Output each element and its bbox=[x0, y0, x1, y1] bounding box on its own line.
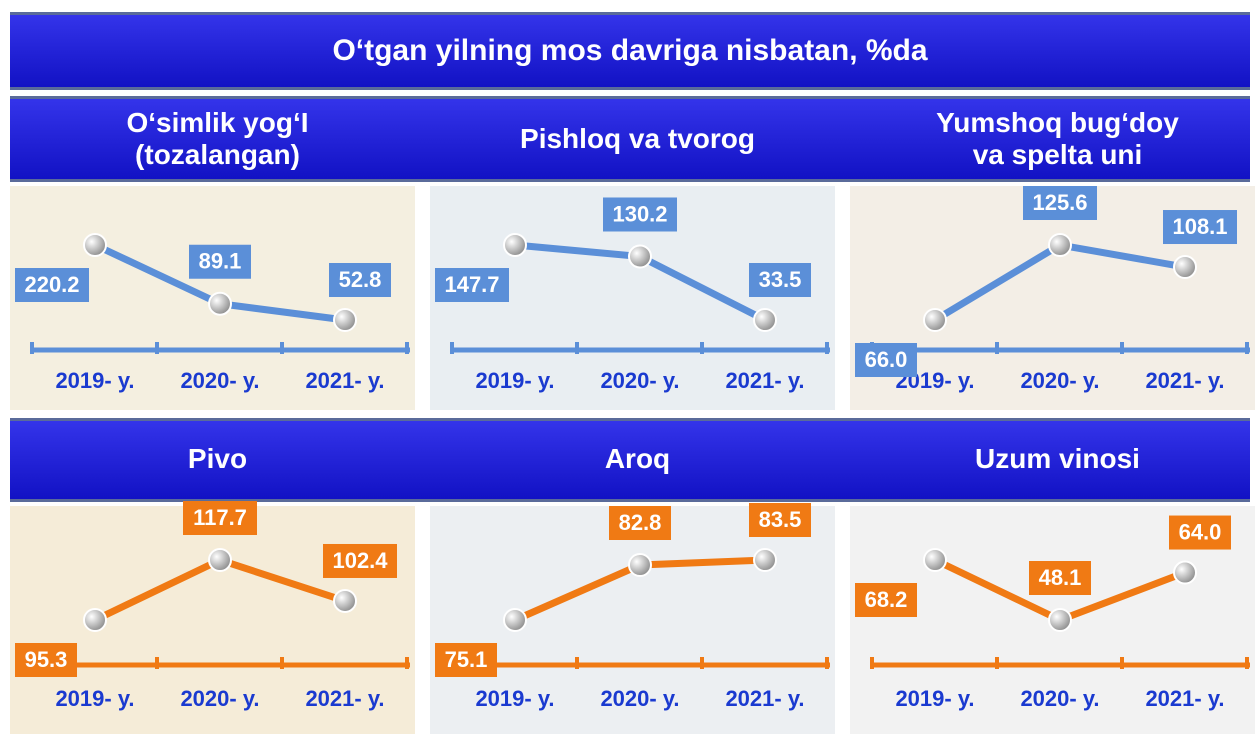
data-point bbox=[334, 309, 356, 331]
chart-title: O‘simlik yog‘I (tozalangan) bbox=[98, 99, 338, 179]
x-tick-label: 2019- y. bbox=[55, 686, 134, 711]
value-label: 117.7 bbox=[193, 505, 247, 530]
x-tick-label: 2020- y. bbox=[180, 368, 259, 393]
chart-title: Aroq bbox=[488, 420, 788, 498]
x-tick-label: 2021- y. bbox=[305, 368, 384, 393]
data-point bbox=[84, 609, 106, 631]
data-point bbox=[504, 234, 526, 256]
chart-title: Yumshoq bug‘doy va spelta uni bbox=[918, 99, 1198, 179]
x-tick-label: 2020- y. bbox=[600, 368, 679, 393]
chart-title: Pivo bbox=[68, 420, 368, 498]
value-label: 147.7 bbox=[444, 272, 499, 297]
x-tick-label: 2021- y. bbox=[1145, 368, 1224, 393]
data-point bbox=[924, 309, 946, 331]
data-point bbox=[629, 554, 651, 576]
value-label: 130.2 bbox=[612, 201, 667, 226]
data-point bbox=[504, 609, 526, 631]
data-point bbox=[754, 309, 776, 331]
value-label: 95.3 bbox=[25, 647, 68, 672]
data-point bbox=[334, 590, 356, 612]
value-label: 64.0 bbox=[1179, 519, 1222, 544]
value-label: 102.4 bbox=[332, 548, 388, 573]
value-label: 89.1 bbox=[199, 249, 242, 274]
value-label: 82.8 bbox=[619, 510, 662, 535]
value-label: 108.1 bbox=[1172, 214, 1227, 239]
x-tick-label: 2019- y. bbox=[475, 368, 554, 393]
data-point bbox=[924, 549, 946, 571]
x-tick-label: 2021- y. bbox=[725, 368, 804, 393]
value-label: 48.1 bbox=[1039, 565, 1082, 590]
value-label: 83.5 bbox=[759, 507, 802, 532]
data-point bbox=[1174, 562, 1196, 584]
x-tick-label: 2020- y. bbox=[180, 686, 259, 711]
x-tick-label: 2021- y. bbox=[305, 686, 384, 711]
x-tick-label: 2019- y. bbox=[475, 686, 554, 711]
data-point bbox=[84, 234, 106, 256]
x-tick-label: 2020- y. bbox=[600, 686, 679, 711]
x-tick-label: 2020- y. bbox=[1020, 686, 1099, 711]
x-tick-label: 2021- y. bbox=[1145, 686, 1224, 711]
chart-title: Uzum vinosi bbox=[908, 420, 1208, 498]
x-tick-label: 2019- y. bbox=[895, 686, 974, 711]
data-point bbox=[629, 245, 651, 267]
value-label: 52.8 bbox=[339, 267, 382, 292]
data-point bbox=[1049, 609, 1071, 631]
x-tick-label: 2019- y. bbox=[55, 368, 134, 393]
value-label: 125.6 bbox=[1032, 190, 1087, 215]
data-point bbox=[209, 293, 231, 315]
x-tick-label: 2020- y. bbox=[1020, 368, 1099, 393]
value-label: 33.5 bbox=[759, 267, 802, 292]
value-label: 220.2 bbox=[24, 272, 79, 297]
x-tick-label: 2021- y. bbox=[725, 686, 804, 711]
value-label: 75.1 bbox=[445, 647, 488, 672]
infographic: O‘tgan yilning mos davriga nisbatan, %da… bbox=[0, 0, 1257, 740]
data-point bbox=[1049, 234, 1071, 256]
data-point bbox=[209, 549, 231, 571]
data-point bbox=[754, 549, 776, 571]
value-label: 68.2 bbox=[865, 587, 908, 612]
data-point bbox=[1174, 256, 1196, 278]
chart-title: Pishloq va tvorog bbox=[473, 99, 803, 179]
value-label: 66.0 bbox=[865, 347, 908, 372]
